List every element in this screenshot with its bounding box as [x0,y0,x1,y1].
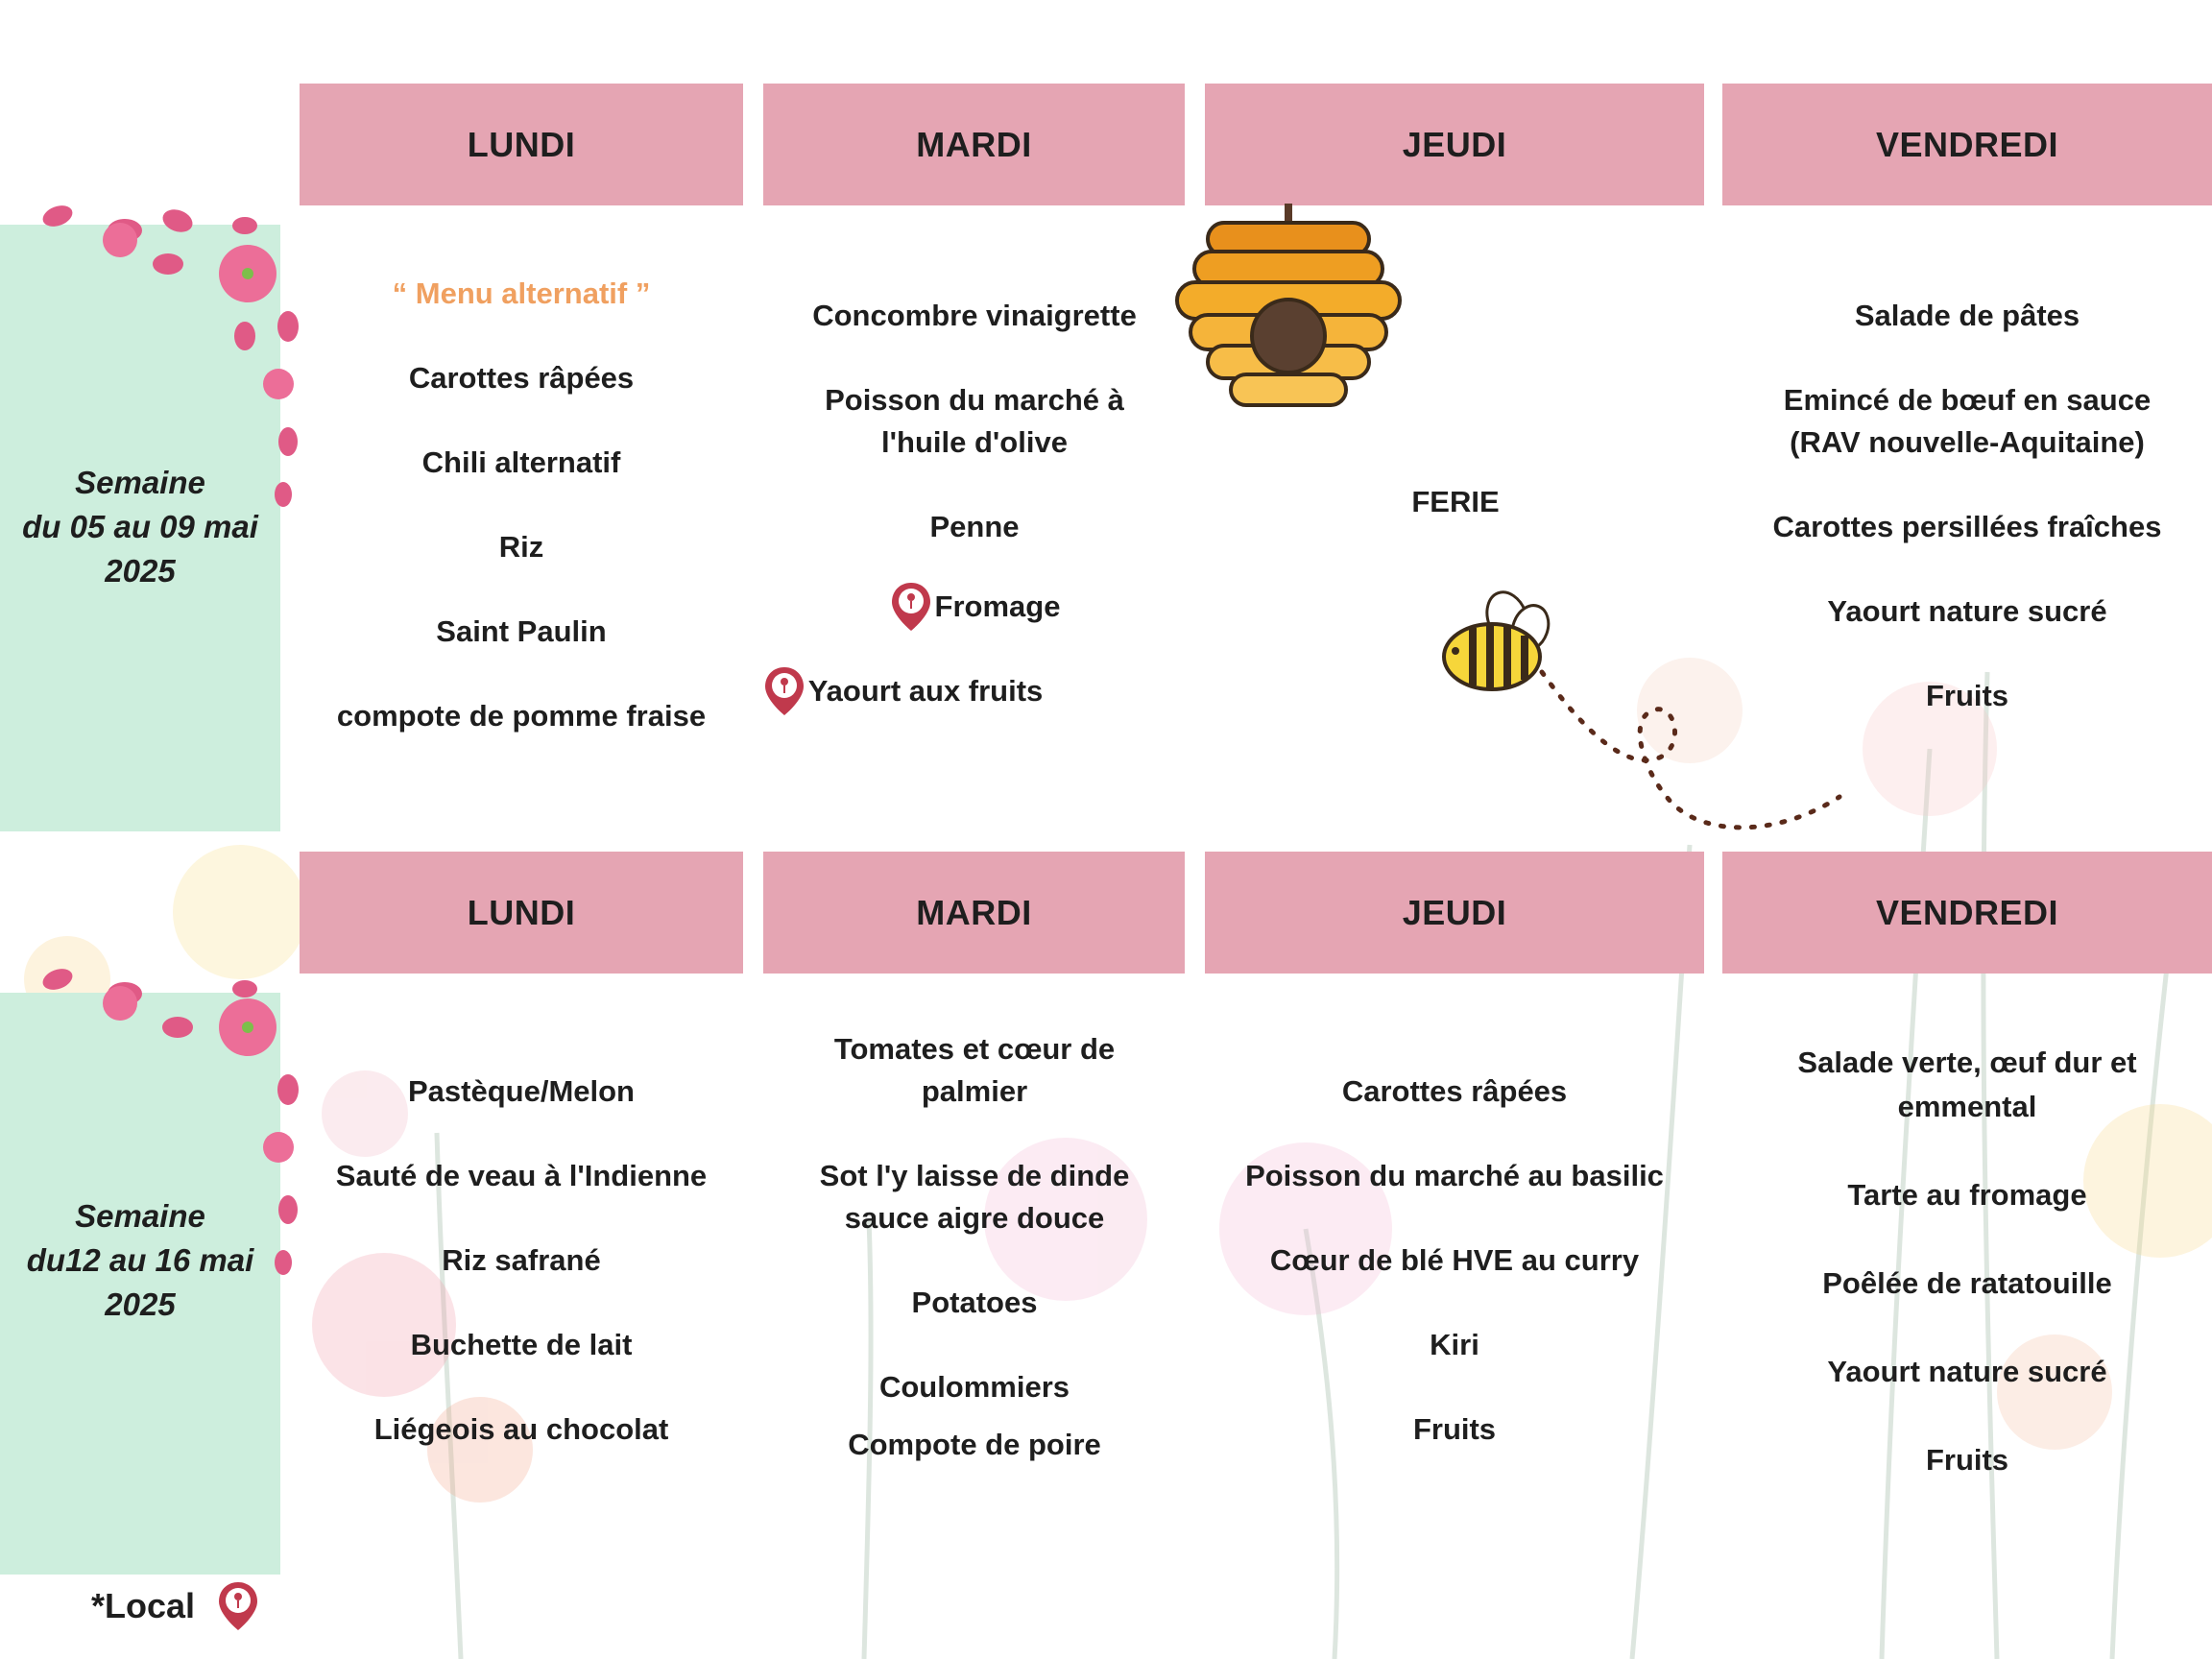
menu-item: Fruits [1925,1443,2009,1477]
week2-menu-jeudi: Carottes râpées Poisson du marché au bas… [1205,1070,1704,1451]
week1-header-mardi: MARDI [763,84,1185,205]
week2-header-mardi: MARDI [763,852,1185,974]
location-pin-icon [891,583,930,631]
week1-side-panel [0,225,280,831]
week1-label-line1: Semaine [75,465,205,500]
menu-item: Yaourt nature sucré [1827,594,2107,628]
menu-item: compote de pomme fraise [336,699,707,733]
menu-item: Liégeois au chocolat [373,1412,669,1446]
menu-item: Riz [498,530,544,564]
menu-item: Coulommiers [878,1370,1070,1404]
menu-item: Fruits [1412,1412,1497,1446]
week1-menu-vendredi: Salade de pâtes Emincé de bœuf en sauce … [1722,295,2212,717]
menu-item: Sauté de veau à l'Indienne [335,1159,708,1192]
menu-item-label: Yaourt aux fruits [807,674,1044,708]
week2-label: Semaine du12 au 16 mai 2025 [0,1194,280,1327]
menu-item: Poisson du marché au basilic [1245,1159,1664,1192]
week1-label: Semaine du 05 au 09 mai 2025 [0,461,280,593]
menu-item: Carottes persillées fraîches [1772,510,2162,543]
menu-item: Pastèque/Melon [408,1074,635,1108]
menu-item: Tarte au fromage [1847,1178,2087,1212]
menu-item: Chili alternatif [421,445,621,479]
location-pin-icon [219,1582,258,1630]
location-pin-icon [764,667,804,715]
menu-item: Yaourt nature sucré [1827,1355,2107,1388]
menu-item-local: Fromage [889,581,1061,633]
week1-menu-mardi: Concombre vinaigrette Poisson du marché … [764,295,1166,717]
menu-item: Tomates et cœur de palmier [833,1032,1116,1108]
menu-item: Sot l'y laisse de dinde sauce aigre douc… [819,1159,1130,1235]
week2-label-line2: du12 au 16 mai [26,1242,254,1278]
menu-item: Emincé de bœuf en sauce (RAV nouvelle-Aq… [1783,383,2152,459]
menu-item: Cœur de blé HVE au curry [1269,1243,1640,1277]
menu-item: Concombre vinaigrette [812,299,1137,332]
menu-item-local: Yaourt aux fruits [762,665,1044,717]
week2-label-line3: 2025 [105,1286,176,1322]
menu-item: Potatoes [911,1286,1038,1319]
week2-menu-lundi: Pastèque/Melon Sauté de veau à l'Indienn… [300,1070,743,1451]
menu-item: Saint Paulin [436,614,607,648]
cherry-blossom-decoration-2 [42,969,299,1275]
week1-label-line3: 2025 [105,553,176,589]
menu-item: Salade de pâtes [1854,299,2080,332]
week1-header-jeudi: JEUDI [1205,84,1704,205]
menu-item: Buchette de lait [410,1328,633,1361]
week2-header-vendredi: VENDREDI [1722,852,2212,974]
menu-item-label: Fromage [934,589,1061,623]
menu-item: Riz safrané [442,1243,601,1277]
bee-illustration [1442,590,1842,830]
cherry-blossom-decoration [42,205,299,507]
week2-header-jeudi: JEUDI [1205,852,1704,974]
local-legend-label: *Local [91,1586,196,1625]
menu-item: Carottes râpées [1341,1074,1568,1108]
menu-item: Poisson du marché à l'huile d'olive [825,383,1124,459]
local-legend: *Local [91,1580,262,1632]
week1-menu-lundi: “ Menu alternatif ” Carottes râpées Chil… [300,273,743,737]
week2-header-lundi: LUNDI [300,852,743,974]
jeudi-ferie-note: FERIE [1411,485,1500,518]
menu-item: Salade verte, œuf dur et emmental [1797,1046,2137,1123]
week1-header-lundi: LUNDI [300,84,743,205]
menu-item: Carottes râpées [408,361,635,395]
week2-label-line1: Semaine [75,1198,205,1234]
week1-header-vendredi: VENDREDI [1722,84,2212,205]
week2-side-panel [0,993,280,1575]
menu-item: Kiri [1430,1328,1479,1361]
menu-item: Penne [929,510,1020,543]
menu-item: Poêlée de ratatouille [1822,1266,2112,1300]
week2-menu-vendredi: Salade verte, œuf dur et emmental Tarte … [1742,1041,2193,1482]
menu-item: Fruits [1925,679,2009,712]
menu-item: Compote de poire [848,1428,1101,1461]
beehive-illustration [1175,204,1402,407]
week1-label-line2: du 05 au 09 mai [22,509,258,544]
week2-menu-mardi: Tomates et cœur de palmier Sot l'y laiss… [802,1028,1147,1466]
menu-alternatif-label: “ Menu alternatif ” [392,276,651,310]
